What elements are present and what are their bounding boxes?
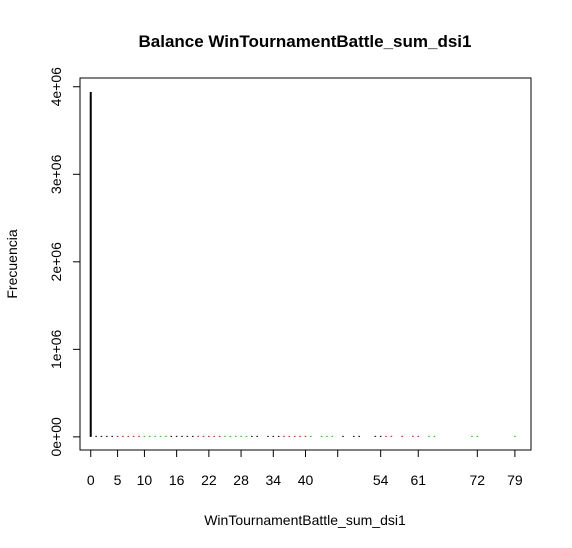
x-tick-label: 16	[169, 472, 185, 488]
x-tick-label: 28	[233, 472, 249, 488]
y-axis-label: Frecuencia	[4, 229, 20, 298]
x-tick-label: 54	[373, 472, 389, 488]
chart-title: Balance WinTournamentBattle_sum_dsi1	[138, 32, 471, 51]
x-tick-label: 40	[298, 472, 314, 488]
x-tick-label: 5	[114, 472, 122, 488]
x-tick-label: 0	[87, 472, 95, 488]
x-tick-label: 10	[137, 472, 153, 488]
y-tick-label: 1e+06	[48, 329, 64, 369]
x-tick-label: 79	[507, 472, 523, 488]
y-tick-label: 3e+06	[48, 154, 64, 194]
data-marks	[89, 92, 516, 437]
y-axis: 0e+00 1e+06 2e+06 3e+06 4e+06	[48, 67, 81, 457]
x-axis: 0 5 10 16 22 28 34 40 54 61 72 79	[87, 449, 523, 488]
y-tick-label: 0e+00	[48, 417, 64, 457]
x-tick-label: 72	[470, 472, 486, 488]
y-tick-label: 4e+06	[48, 67, 64, 107]
x-axis-label: WinTournamentBattle_sum_dsi1	[204, 512, 406, 528]
x-tick-label: 22	[201, 472, 217, 488]
x-tick-label: 61	[410, 472, 426, 488]
plot-frame	[79, 77, 532, 451]
y-tick-label: 2e+06	[48, 242, 64, 282]
x-tick-label: 34	[265, 472, 281, 488]
